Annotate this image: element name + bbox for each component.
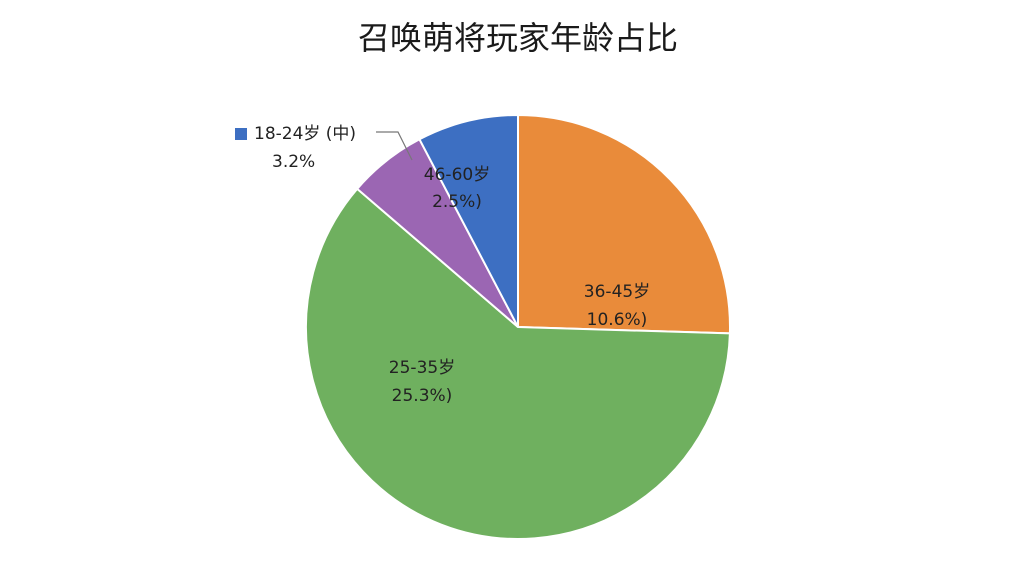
slice-value-label: 2.5%) xyxy=(432,192,482,212)
slice-value-label: 10.6%) xyxy=(587,310,648,330)
slice-value-label: 25.3%) xyxy=(392,386,453,406)
pie xyxy=(305,113,731,541)
pie-slice xyxy=(517,113,731,335)
slice-label: 46-60岁 xyxy=(424,165,490,185)
chart-title: 召唤萌将玩家年龄占比 xyxy=(358,19,678,57)
slice-value-label: 3.2% xyxy=(272,152,315,172)
slice-label: 25-35岁 xyxy=(389,358,455,378)
leader-line xyxy=(376,131,413,161)
slice-label: 36-45岁 xyxy=(584,282,650,302)
slice-label: 18-24岁 (中) xyxy=(254,124,356,144)
legend-marker xyxy=(235,128,247,140)
pie-slice xyxy=(418,113,519,328)
pie-slice xyxy=(305,187,731,541)
